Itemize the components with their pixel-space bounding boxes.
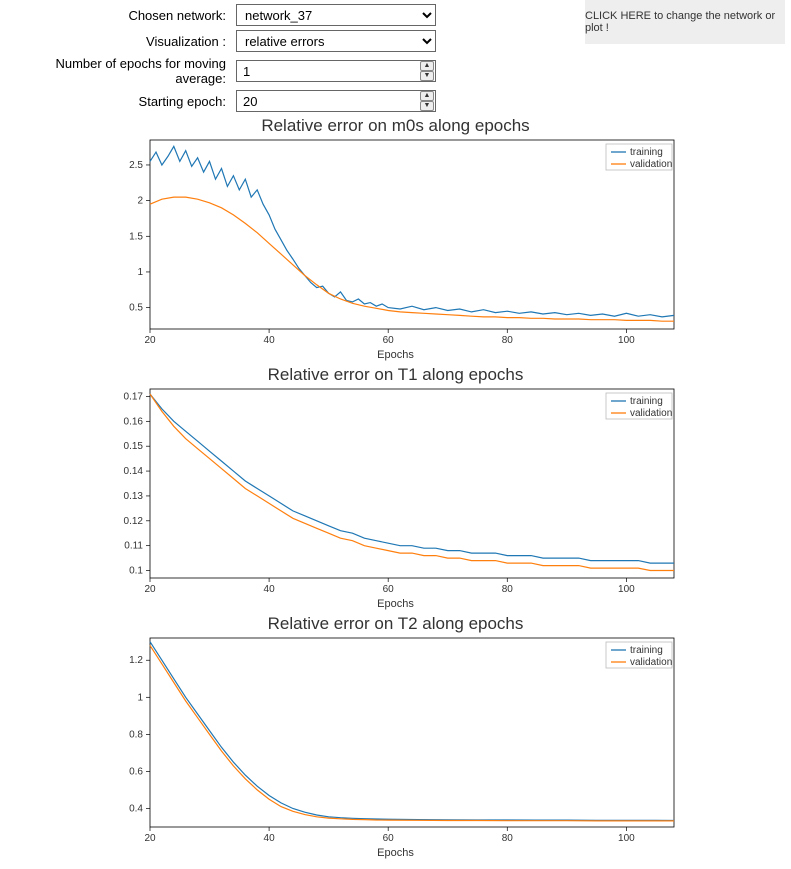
series-validation (150, 197, 674, 321)
svg-text:2: 2 (137, 196, 143, 207)
start-up-icon[interactable]: ▲ (420, 91, 434, 101)
chart-title: Relative error on T1 along epochs (0, 365, 791, 385)
viz-label: Visualization : (8, 34, 228, 49)
series-training (150, 394, 674, 563)
svg-text:100: 100 (618, 335, 635, 346)
svg-text:20: 20 (144, 833, 156, 844)
series-training (150, 642, 674, 821)
svg-text:0.13: 0.13 (123, 491, 143, 502)
chart-title: Relative error on T2 along epochs (0, 614, 791, 634)
svg-text:0.6: 0.6 (129, 766, 143, 777)
network-label: Chosen network: (8, 8, 228, 23)
svg-text:60: 60 (382, 335, 394, 346)
svg-text:training: training (630, 147, 663, 158)
svg-text:training: training (630, 645, 663, 656)
svg-text:0.8: 0.8 (129, 729, 143, 740)
svg-text:80: 80 (501, 335, 513, 346)
svg-text:0.14: 0.14 (123, 466, 143, 477)
series-validation (150, 394, 674, 571)
charts-container: Relative error on m0s along epochs 20 40 60… (0, 116, 791, 869)
svg-text:1.5: 1.5 (129, 231, 143, 242)
svg-text:0.12: 0.12 (123, 516, 143, 527)
chart-svg: 20 40 60 80 100 0.1 0.11 0.12 0.13 0.14 0.15 0.16 0.… (106, 385, 686, 600)
chart-m0s: Relative error on m0s along epochs 20 40 60… (0, 116, 791, 361)
x-axis-label: Epochs (0, 847, 791, 859)
refresh-button[interactable]: CLICK HERE to change the network or plot… (585, 0, 785, 44)
svg-text:60: 60 (382, 833, 394, 844)
svg-text:1: 1 (137, 692, 143, 703)
svg-text:1.2: 1.2 (129, 655, 143, 666)
chart-T1: Relative error on T1 along epochs 20 40 60 8… (0, 365, 791, 610)
svg-text:0.15: 0.15 (123, 441, 143, 452)
network-select[interactable]: network_37 (236, 4, 436, 26)
svg-text:0.1: 0.1 (129, 566, 143, 577)
svg-text:0.5: 0.5 (129, 303, 143, 314)
series-validation (150, 645, 674, 821)
svg-text:validation: validation (630, 657, 672, 668)
svg-text:0.4: 0.4 (129, 803, 143, 814)
svg-text:0.11: 0.11 (124, 541, 143, 552)
svg-text:100: 100 (618, 833, 635, 844)
chart-title: Relative error on m0s along epochs (0, 116, 791, 136)
x-axis-label: Epochs (0, 349, 791, 361)
svg-text:training: training (630, 396, 663, 407)
x-axis-label: Epochs (0, 598, 791, 610)
ma-up-icon[interactable]: ▲ (420, 61, 434, 71)
svg-text:40: 40 (263, 584, 275, 595)
refresh-button-label: CLICK HERE to change the network or plot… (585, 10, 785, 34)
svg-text:validation: validation (630, 408, 672, 419)
start-down-icon[interactable]: ▼ (420, 101, 434, 111)
svg-text:1: 1 (137, 267, 143, 278)
svg-text:20: 20 (144, 584, 156, 595)
start-input[interactable] (241, 92, 431, 110)
chart-svg: 20 40 60 80 100 0.5 1 1.5 2 2.5 trainingvalidation (106, 136, 686, 351)
controls-panel: Chosen network: network_37 Visualization… (0, 0, 791, 112)
chart-svg: 20 40 60 80 100 0.4 0.6 0.8 1 1.2 trainingvalidati… (106, 634, 686, 849)
svg-text:0.17: 0.17 (123, 391, 143, 402)
ma-input[interactable] (241, 62, 431, 80)
svg-text:100: 100 (618, 584, 635, 595)
viz-select[interactable]: relative errors (236, 30, 436, 52)
svg-text:40: 40 (263, 335, 275, 346)
chart-T2: Relative error on T2 along epochs 20 40 60 8… (0, 614, 791, 859)
svg-text:2.5: 2.5 (129, 160, 143, 171)
series-training (150, 146, 674, 317)
svg-text:60: 60 (382, 584, 394, 595)
start-label: Starting epoch: (8, 94, 228, 109)
svg-text:20: 20 (144, 335, 156, 346)
ma-label: Number of epochs for moving average: (8, 56, 228, 86)
svg-text:0.16: 0.16 (123, 416, 143, 427)
start-spinner[interactable]: ▲ ▼ (236, 90, 436, 112)
ma-spinner[interactable]: ▲ ▼ (236, 60, 436, 82)
svg-text:80: 80 (501, 833, 513, 844)
svg-text:40: 40 (263, 833, 275, 844)
svg-text:validation: validation (630, 159, 672, 170)
ma-down-icon[interactable]: ▼ (420, 71, 434, 81)
svg-text:80: 80 (501, 584, 513, 595)
